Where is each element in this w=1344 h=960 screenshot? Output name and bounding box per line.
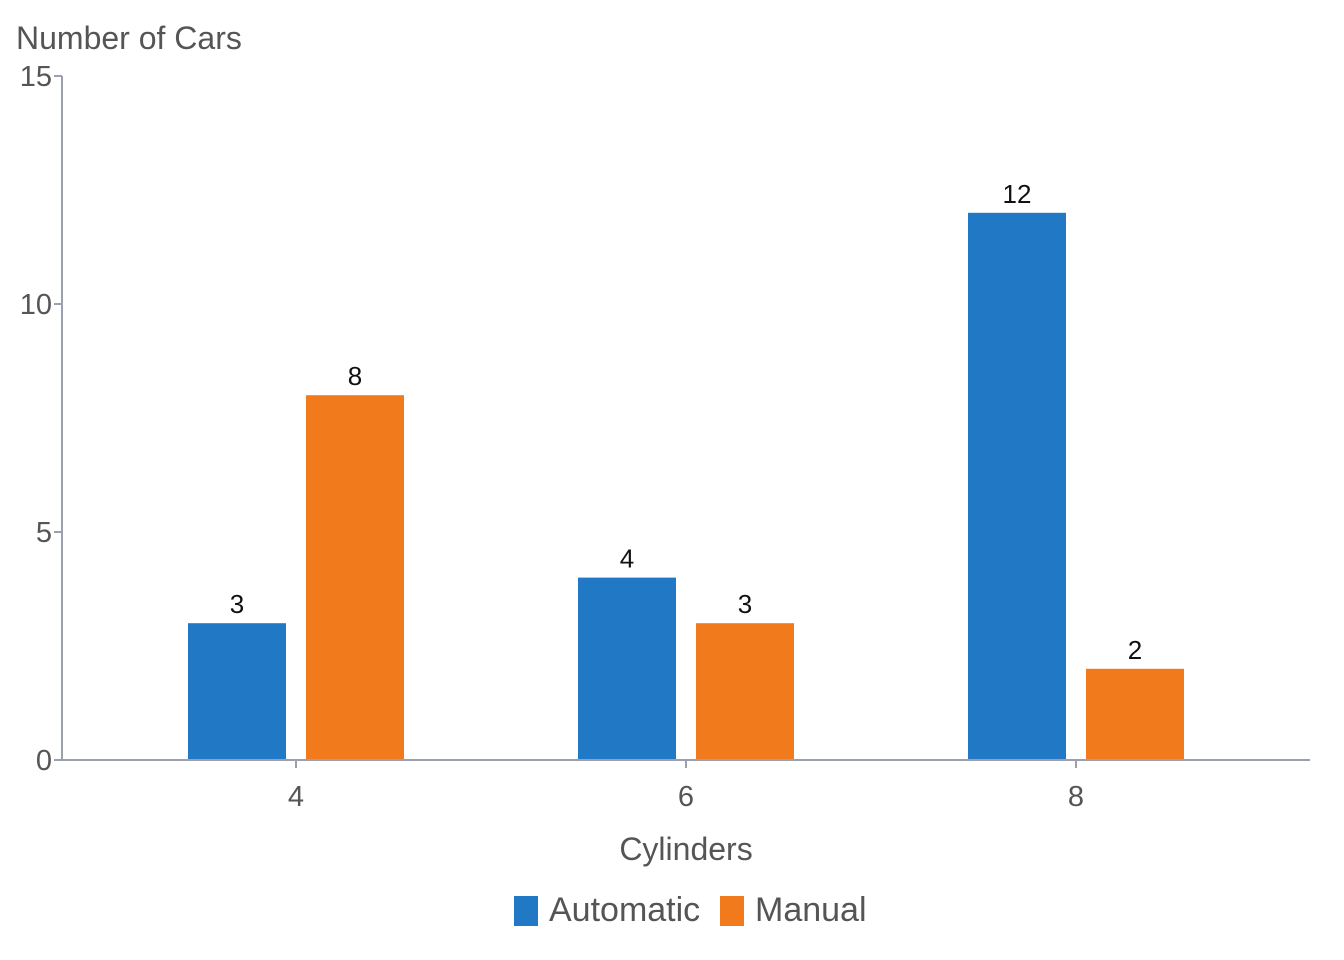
legend-swatch <box>514 896 538 926</box>
x-axis-title: Cylinders <box>619 831 752 867</box>
bar-value-label: 4 <box>620 544 634 574</box>
bar-value-label: 3 <box>738 589 752 619</box>
legend-label: Manual <box>755 891 867 929</box>
legend-item-manual: Manual <box>720 891 867 929</box>
bars <box>188 212 1184 761</box>
bar-value-label: 8 <box>348 361 362 391</box>
legend: Automatic Manual <box>514 891 867 929</box>
bar-automatic-4 <box>188 623 286 760</box>
x-tick-label: 8 <box>1068 781 1084 813</box>
bar-automatic-8 <box>968 212 1066 761</box>
bar-value-labels: 3 8 4 3 12 2 <box>230 179 1142 665</box>
y-tick-label: 0 <box>36 745 52 777</box>
y-axis-title: Number of Cars <box>16 20 242 56</box>
bar-value-label: 12 <box>1003 179 1032 209</box>
y-axis-ticks: 0 5 10 15 <box>20 61 62 777</box>
x-axis-ticks: 4 6 8 <box>288 760 1084 813</box>
bar-manual-8 <box>1086 668 1184 760</box>
bar-manual-6 <box>696 623 794 760</box>
y-tick-label: 15 <box>20 61 52 93</box>
legend-label: Automatic <box>549 891 700 929</box>
plot-area: 0 5 10 15 4 6 8 3 8 4 3 12 2 <box>20 61 1310 813</box>
bar-value-label: 3 <box>230 589 244 619</box>
x-tick-label: 4 <box>288 781 304 813</box>
bar-automatic-6 <box>578 577 676 760</box>
bar-manual-4 <box>306 395 404 760</box>
legend-item-automatic: Automatic <box>514 891 700 929</box>
x-tick-label: 6 <box>678 781 694 813</box>
legend-swatch <box>720 896 744 926</box>
y-tick-label: 5 <box>36 517 52 549</box>
y-tick-label: 10 <box>20 289 52 321</box>
bar-value-label: 2 <box>1128 635 1142 665</box>
